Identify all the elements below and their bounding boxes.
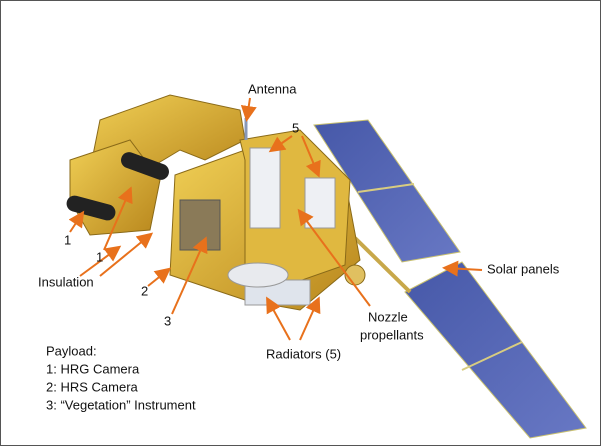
label-radiators: Radiators (5): [266, 346, 341, 361]
label-camera3: 3: [164, 313, 171, 328]
diagram: Antenna 5 1 1 Insulation 2 3 Nozzle prop…: [0, 0, 601, 446]
label-nozzle: Nozzle: [368, 309, 408, 324]
payload-item: 2: HRS Camera: [46, 379, 139, 394]
label-hrg: 1: [64, 232, 71, 247]
label-radiators-top: 5: [292, 120, 299, 135]
label-solar-panels: Solar panels: [487, 261, 560, 276]
payload-item: 3: “Vegetation” Instrument: [46, 397, 196, 412]
payload-title: Payload:: [46, 343, 97, 358]
payload-item: 1: HRG Camera: [46, 361, 140, 376]
label-antenna: Antenna: [248, 81, 297, 96]
label-nozzle: propellants: [360, 327, 424, 342]
label-camera2: 2: [141, 283, 148, 298]
label-insulation: Insulation: [38, 274, 94, 289]
label-hrs: 1: [96, 249, 103, 264]
